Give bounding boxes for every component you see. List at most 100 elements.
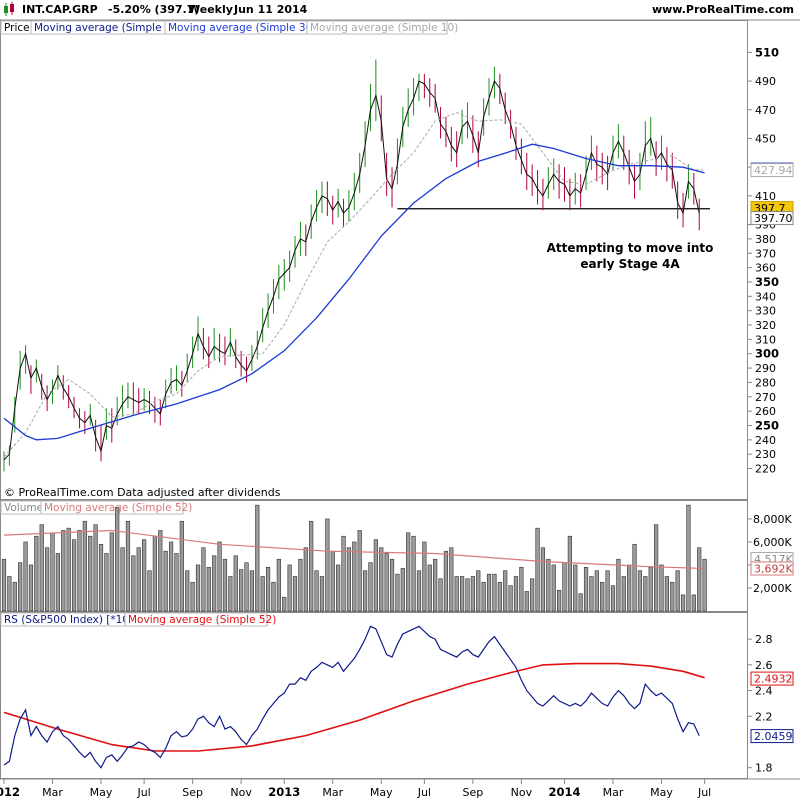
volume-bar <box>524 591 529 612</box>
volume-bar <box>131 555 136 612</box>
price-value-label: 397.70 <box>754 212 793 225</box>
x-tick-label: 2013 <box>268 785 300 799</box>
rs-ma-line <box>3 662 705 752</box>
volume-bar <box>142 539 147 612</box>
x-tick-label: 2014 <box>548 785 580 799</box>
x-tick-label: May <box>650 786 673 799</box>
x-tick-label: Jul <box>697 786 711 799</box>
volume-bar <box>643 576 648 612</box>
price-tick-label: 310 <box>755 333 776 346</box>
volume-bar <box>28 564 34 612</box>
volume-bar <box>82 520 87 612</box>
volume-bar <box>357 530 362 612</box>
price-tick-label: 290 <box>755 362 776 375</box>
rs-legend: RS (S&P500 Index) [*10] Moving average (… <box>0 612 276 627</box>
price-tick-label: 510 <box>755 45 779 59</box>
rs-line <box>3 625 700 769</box>
volume-bar <box>530 578 535 612</box>
volume-bar <box>298 558 303 612</box>
volume-bar <box>594 570 599 612</box>
volume-bar <box>513 576 519 612</box>
volume-bar <box>616 558 621 612</box>
volume-bar <box>362 570 368 612</box>
volume-bar <box>55 553 60 612</box>
volume-bar <box>400 568 405 612</box>
price-value-label: 427.94 <box>754 164 793 177</box>
volume-legend: Volume Moving average (Simple 52) <box>0 500 192 515</box>
volume-tick-label: 8,000K <box>753 513 792 526</box>
volume-bar <box>23 541 28 612</box>
volume-bar <box>556 589 562 612</box>
volume-bar <box>206 566 211 612</box>
volume-bar <box>1 558 7 612</box>
volume-bar <box>287 564 292 612</box>
volume-bar <box>50 532 55 612</box>
volume-bar <box>373 539 378 612</box>
volume-bar <box>379 547 384 612</box>
volume-bar <box>368 562 373 612</box>
volume-bar <box>195 564 201 612</box>
annotation-line-2: early Stage 4A <box>580 257 680 271</box>
volume-bar <box>411 535 416 612</box>
volume-bar <box>152 535 158 612</box>
volume-bar <box>255 504 260 612</box>
price-tick-label: 380 <box>755 233 776 246</box>
price-tick-label: 320 <box>755 319 776 332</box>
rs-plot <box>3 625 705 769</box>
rs-value-box <box>750 671 794 686</box>
price-tick-label: 280 <box>755 376 776 389</box>
volume-bar <box>319 576 325 612</box>
volume-bar <box>664 576 669 612</box>
price-value-box <box>750 211 794 226</box>
volume-bar <box>454 576 459 612</box>
volume-bar <box>325 518 330 612</box>
volume-bar <box>88 535 93 612</box>
volume-bar <box>34 535 39 612</box>
volume-bar <box>573 564 578 612</box>
volume-bar <box>503 570 508 612</box>
volume-bar <box>540 547 546 612</box>
volume-bar <box>562 562 567 612</box>
volume-bar <box>519 566 524 612</box>
volume-bar <box>416 570 422 612</box>
volume-bar <box>508 585 513 612</box>
ma1-close-line <box>3 80 700 461</box>
legend-volume: Volume <box>4 502 43 514</box>
volume-bar <box>7 576 12 612</box>
volume-bar <box>459 576 465 612</box>
period-label: Weekly <box>188 3 233 16</box>
volume-bar <box>605 570 610 612</box>
legend-ma10: Moving average (Simple 10) <box>310 22 458 34</box>
price-tick-label: 330 <box>755 305 776 318</box>
volume-bar <box>578 593 583 612</box>
volume-bar <box>276 558 281 612</box>
volume-bar <box>45 547 50 612</box>
volume-bar <box>98 543 104 612</box>
x-tick-label: Jul <box>417 786 431 799</box>
volume-bar <box>443 550 449 612</box>
price-plot <box>3 59 710 472</box>
volume-bar <box>654 524 659 612</box>
volume-bar <box>265 566 271 612</box>
volume-bar <box>303 547 308 612</box>
volume-bar <box>675 570 680 612</box>
volume-bar <box>486 573 492 612</box>
price-tick-label: 470 <box>755 104 776 117</box>
chart-header: INT.CAP.GRP -5.20% (397.7) Weekly Jun 11… <box>0 0 800 20</box>
x-tick-label: Mar <box>322 786 343 799</box>
volume-bar <box>492 573 497 612</box>
volume-bar <box>179 520 184 612</box>
volume-bar <box>659 564 664 612</box>
volume-bar <box>260 576 265 612</box>
volume-bar <box>680 594 686 612</box>
price-tick-label: 260 <box>755 405 776 418</box>
rs-tick-label: 2.2 <box>755 710 773 723</box>
volume-bar <box>395 573 400 612</box>
volume-bar <box>249 570 255 612</box>
volume-bar <box>330 550 335 612</box>
price-tick-label: 340 <box>755 290 776 303</box>
volume-bar <box>120 547 125 612</box>
volume-bar <box>174 553 179 612</box>
price-tick-label: 350 <box>755 275 779 289</box>
